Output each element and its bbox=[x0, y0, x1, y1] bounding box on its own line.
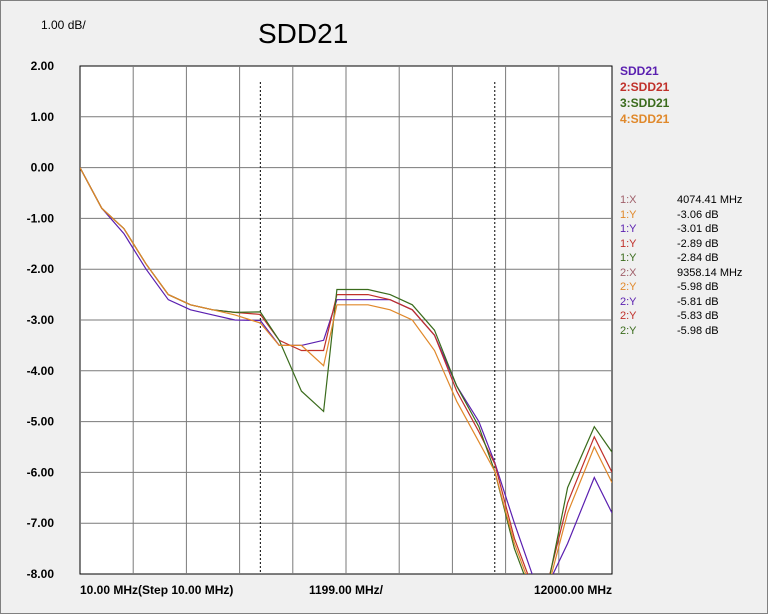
marker-row: 1:Y -2.89 dB bbox=[620, 238, 760, 252]
chart-title: SDD21 bbox=[258, 18, 349, 49]
marker-id: 2:Y bbox=[620, 310, 637, 322]
legend-item: 4:SDD21 bbox=[620, 112, 670, 126]
marker-id: 2:Y bbox=[620, 324, 637, 337]
y-tick-label: -4.00 bbox=[27, 364, 55, 378]
marker-id: 1:Y bbox=[620, 237, 637, 250]
series-line bbox=[80, 167, 612, 574]
marker-value: -3.06 dB bbox=[677, 208, 719, 221]
legend-item: 3:SDD21 bbox=[620, 96, 670, 110]
marker-row: 2:Y -5.98 dB bbox=[620, 325, 760, 339]
marker-row: 2:X 9358.14 MHz bbox=[620, 267, 760, 281]
y-tick-label: -3.00 bbox=[27, 313, 55, 327]
y-tick-label: -6.00 bbox=[27, 465, 55, 479]
y-tick-label: 2.00 bbox=[31, 59, 55, 73]
marker-value: -2.89 dB bbox=[677, 237, 719, 250]
marker-row: 1:X 4074.41 MHz bbox=[620, 194, 760, 208]
y-tick-label: -8.00 bbox=[27, 567, 55, 581]
marker-id: 2:Y bbox=[620, 295, 637, 308]
marker-value: -3.01 dB bbox=[677, 223, 719, 235]
series-line bbox=[80, 167, 612, 574]
x-axis-label: 12000.00 MHz bbox=[534, 583, 612, 597]
marker-id: 1:X bbox=[620, 194, 637, 206]
marker-value: 4074.41 MHz bbox=[677, 194, 743, 206]
legend-item: 2:SDD21 bbox=[620, 80, 670, 94]
marker-row: 2:Y -5.98 dB bbox=[620, 281, 760, 295]
marker-value: -5.98 dB bbox=[677, 324, 719, 337]
x-axis-label: 1199.00 MHz/ bbox=[309, 583, 384, 597]
y-tick-label: 1.00 bbox=[31, 110, 55, 124]
marker-value: -5.98 dB bbox=[677, 281, 719, 293]
marker-value: -5.81 dB bbox=[677, 295, 719, 308]
marker-row: 1:Y -3.06 dB bbox=[620, 209, 760, 223]
marker-row: 1:Y -2.84 dB bbox=[620, 252, 760, 266]
marker-id: 1:Y bbox=[620, 252, 637, 264]
y-tick-label: -5.00 bbox=[27, 415, 55, 429]
y-tick-label: -1.00 bbox=[27, 211, 55, 225]
y-tick-label: -2.00 bbox=[27, 262, 55, 276]
marker-id: 1:Y bbox=[620, 223, 637, 235]
marker-row: 2:Y -5.83 dB bbox=[620, 310, 760, 324]
marker-value: -2.84 dB bbox=[677, 252, 719, 264]
y-tick-label: 0.00 bbox=[31, 161, 55, 175]
marker-id: 1:Y bbox=[620, 208, 637, 221]
scale-label: 1.00 dB/ bbox=[41, 18, 86, 32]
marker-value: -5.83 dB bbox=[677, 310, 719, 322]
marker-id: 2:Y bbox=[620, 281, 637, 293]
marker-value: 9358.14 MHz bbox=[677, 266, 743, 279]
legend-item: SDD21 bbox=[620, 64, 659, 78]
marker-id: 2:X bbox=[620, 266, 637, 279]
x-axis-label: 10.00 MHz(Step 10.00 MHz) bbox=[80, 583, 233, 597]
marker-row: 2:Y -5.81 dB bbox=[620, 296, 760, 310]
marker-row: 1:Y -3.01 dB bbox=[620, 223, 760, 237]
y-tick-label: -7.00 bbox=[27, 516, 55, 530]
